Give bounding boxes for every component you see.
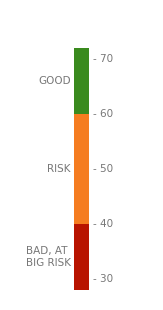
Bar xyxy=(74,224,89,290)
Bar xyxy=(74,114,89,224)
Text: - 30: - 30 xyxy=(93,274,113,284)
Text: BAD, AT
BIG RISK: BAD, AT BIG RISK xyxy=(26,246,71,268)
Text: - 50: - 50 xyxy=(93,164,113,174)
Text: - 40: - 40 xyxy=(93,219,113,229)
Text: RISK: RISK xyxy=(47,164,71,174)
Text: - 70: - 70 xyxy=(93,54,113,64)
Text: - 60: - 60 xyxy=(93,109,113,119)
Bar xyxy=(74,48,89,114)
Text: GOOD: GOOD xyxy=(38,76,71,86)
